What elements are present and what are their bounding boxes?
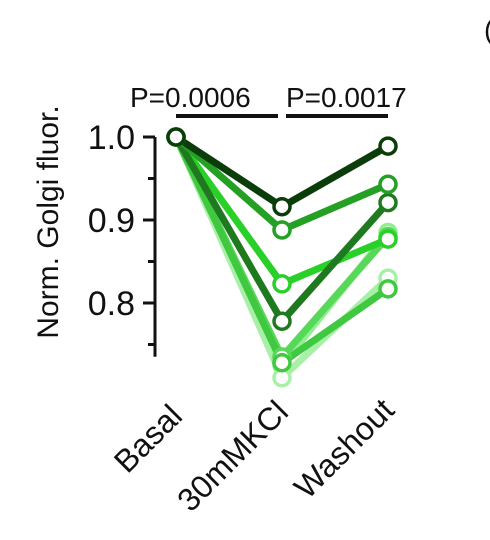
data-point-marker: [378, 229, 398, 249]
series-line: [172, 133, 392, 382]
x-category-label: Washout: [287, 391, 401, 505]
data-point-marker: [378, 279, 398, 299]
data-point-marker: [272, 353, 292, 373]
significance-label: P=0.0017: [286, 82, 407, 113]
y-axis-label: Norm. Golgi fluor.: [32, 105, 65, 338]
y-tick-label: 1.0: [88, 119, 135, 157]
data-point-marker: [378, 174, 398, 195]
x-category-label: 30mMKCl: [170, 393, 295, 518]
x-category-label: Basal: [107, 397, 189, 479]
y-tick-label: 0.9: [88, 202, 135, 240]
data-point-marker: [272, 311, 292, 332]
data-point-marker: [378, 136, 398, 156]
data-point-marker: [272, 274, 292, 294]
data-point-marker: [272, 220, 292, 240]
significance-label: P=0.0006: [130, 82, 251, 113]
data-point-marker: [272, 196, 292, 217]
data-point-marker: [166, 127, 186, 147]
y-tick-label: 0.8: [88, 285, 135, 323]
data-point-marker: [378, 192, 398, 213]
panel-letter-fragment: (: [484, 14, 490, 46]
